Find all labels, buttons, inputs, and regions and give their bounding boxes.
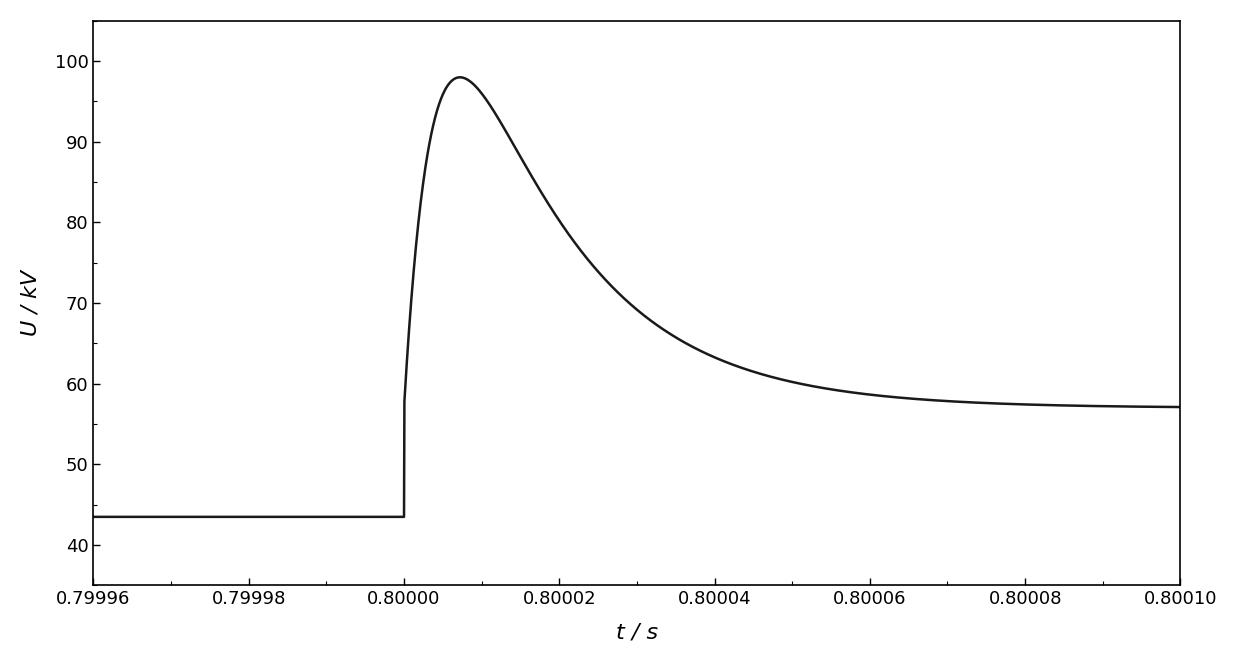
Y-axis label: U / kV: U / kV — [21, 270, 41, 336]
X-axis label: t / s: t / s — [615, 622, 659, 642]
